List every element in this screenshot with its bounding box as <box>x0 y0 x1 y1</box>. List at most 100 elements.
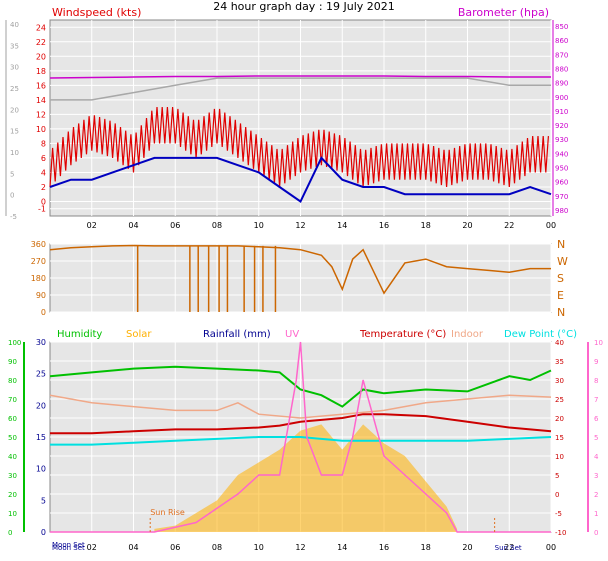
humidity-tick: 70 <box>8 396 17 404</box>
wind-x-tick: 06 <box>170 221 180 230</box>
multi-x-tick: 22 <box>504 543 514 552</box>
gust-outer-tick: 5 <box>10 170 14 178</box>
humidity-tick: 60 <box>8 415 17 423</box>
uv-tick: 6 <box>594 415 599 423</box>
gust-outer-tick: 15 <box>10 128 19 136</box>
temperature-line <box>50 413 552 435</box>
gust-outer-tick: 30 <box>10 64 19 72</box>
uv-tick: 7 <box>594 396 598 404</box>
multi-x-tick: 20 <box>462 543 472 552</box>
legend-item: Dew Point (°C) <box>504 329 577 340</box>
moon-set-label: Moon Set <box>52 541 85 549</box>
humidity-tick: 20 <box>8 491 17 499</box>
wind-left-tick: 16 <box>36 81 46 90</box>
baro-axis-label: Barometer (hpa) <box>458 6 549 19</box>
temperature-tick: 25 <box>555 396 564 404</box>
compass-tick: W <box>557 255 568 268</box>
legend-item: UV <box>285 329 299 340</box>
rainfall-tick: 10 <box>36 465 46 474</box>
sun-rise-label: Sun Rise <box>150 508 185 517</box>
multi-x-tick: 16 <box>379 543 389 552</box>
uv-tick: 4 <box>594 453 599 461</box>
uv-tick: 9 <box>594 358 598 366</box>
baro-right-tick: 950 <box>555 165 568 173</box>
wind-x-tick: 00 <box>546 221 556 230</box>
wind-x-tick: 12 <box>295 221 305 230</box>
temperature-tick: 30 <box>555 377 564 385</box>
humidity-tick: 100 <box>8 339 21 347</box>
uv-tick: 2 <box>594 491 598 499</box>
legend-item: Temperature (°C) <box>359 329 446 340</box>
temperature-tick: 20 <box>555 415 564 423</box>
multi-x-tick: 10 <box>254 543 264 552</box>
uv-tick: 10 <box>594 339 603 347</box>
wind-x-tick: 16 <box>379 221 389 230</box>
baro-right-tick: 860 <box>555 37 568 45</box>
multi-x-tick: 18 <box>421 543 431 552</box>
uv-line <box>50 341 551 533</box>
humidity-tick: 80 <box>8 377 17 385</box>
gust-outer-tick: 10 <box>10 149 19 157</box>
wind-left-tick: -1 <box>38 205 46 214</box>
sun-set-label: Sun Set <box>495 544 522 552</box>
rainfall-tick: 0 <box>41 528 46 537</box>
direction-left-tick: 180 <box>31 274 46 283</box>
wind-left-tick: 6 <box>41 154 46 163</box>
humidity-tick: 0 <box>8 529 12 537</box>
baro-right-tick: 920 <box>555 122 568 130</box>
humidity-tick: 10 <box>8 510 17 518</box>
wind-x-tick: 02 <box>87 221 97 230</box>
multi-x-tick: 12 <box>295 543 305 552</box>
baro-right-tick: 930 <box>555 136 568 144</box>
direction-left-tick: 270 <box>31 257 46 266</box>
direction-left-tick: 0 <box>41 308 46 317</box>
wind-x-tick: 10 <box>254 221 264 230</box>
legend-item: Rainfall (mm) <box>203 329 271 340</box>
multi-x-tick: 14 <box>337 543 347 552</box>
wind-axis-label: Windspeed (kts) <box>52 6 141 19</box>
gust-outer-tick: 25 <box>10 85 19 93</box>
legend-item: Indoor <box>451 329 484 340</box>
wind-left-tick: 20 <box>36 52 46 61</box>
humidity-tick: 50 <box>8 434 17 442</box>
baro-right-tick: 900 <box>555 94 568 102</box>
rainfall-tick: 20 <box>36 401 46 410</box>
humidity-tick: 40 <box>8 453 17 461</box>
multi-x-tick: 02 <box>87 543 97 552</box>
rainfall-tick: 25 <box>36 370 46 379</box>
baro-right-tick: 940 <box>555 150 568 158</box>
compass-tick: N <box>557 238 565 251</box>
solar-area <box>154 424 458 532</box>
baro-right-tick: 870 <box>555 51 568 59</box>
legend-item: Solar <box>126 329 152 340</box>
wind-left-tick: 2 <box>41 183 46 192</box>
humidity-line <box>49 365 552 408</box>
indoor-line <box>49 394 552 419</box>
dewpoint-line <box>50 436 552 446</box>
wind-left-tick: 8 <box>41 139 46 148</box>
multi-x-tick: 00 <box>546 543 556 552</box>
barometer-line <box>49 75 551 79</box>
uv-tick: 1 <box>594 510 598 518</box>
uv-tick: 8 <box>594 377 598 385</box>
wind-left-tick: 14 <box>36 96 46 105</box>
multi-x-tick: 08 <box>212 543 222 552</box>
wind-x-tick: 04 <box>128 221 138 230</box>
multi-x-tick: 04 <box>128 543 138 552</box>
wind-x-tick: 14 <box>337 221 347 230</box>
baro-right-tick: 960 <box>555 179 568 187</box>
compass-tick: N <box>557 306 565 319</box>
baro-right-tick: 880 <box>555 65 568 73</box>
baro-right-tick: 980 <box>555 207 568 215</box>
gust-outer-tick: 20 <box>10 106 19 114</box>
temperature-tick: 15 <box>555 434 564 442</box>
baro-right-tick: 910 <box>555 108 568 116</box>
temperature-tick: 5 <box>555 472 559 480</box>
wind-direction-line <box>49 244 551 295</box>
rainfall-tick: 15 <box>36 433 46 442</box>
wind-x-tick: 22 <box>504 221 514 230</box>
moon-set-label-2: Moon Set <box>52 544 85 552</box>
direction-left-tick: 90 <box>36 291 46 300</box>
baro-right-tick: 850 <box>555 23 568 31</box>
